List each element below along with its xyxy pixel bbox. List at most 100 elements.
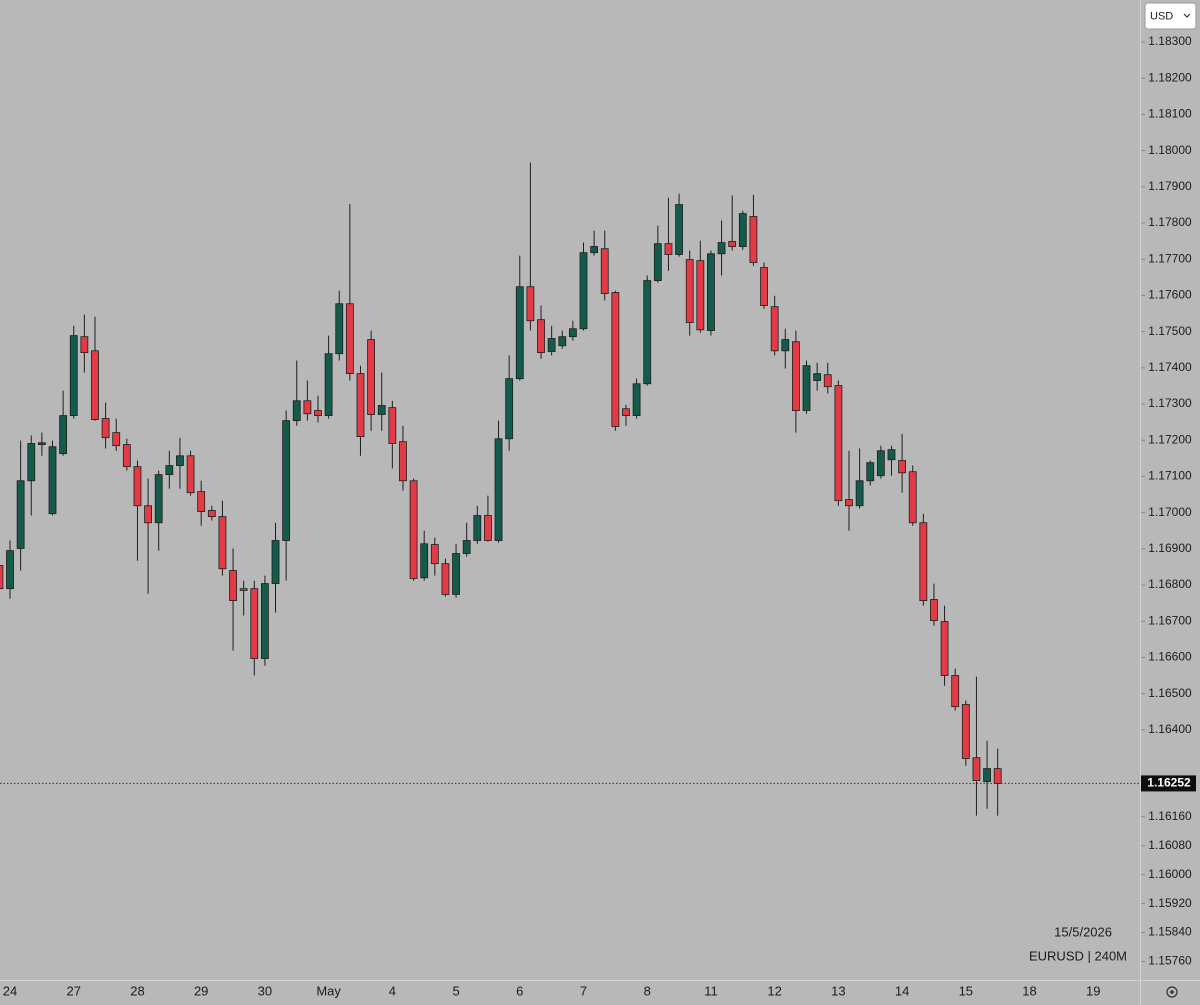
- candle-body: [133, 466, 142, 507]
- plot-area: [0, 162, 1140, 816]
- candle-body: [685, 259, 694, 323]
- candle-body: [292, 400, 301, 422]
- settings-icon-center[interactable]: [1170, 990, 1174, 994]
- y-tick-label: 1.16700: [1148, 613, 1192, 627]
- y-tick-label: 1.15840: [1148, 925, 1192, 939]
- settings-button[interactable]: [1166, 986, 1178, 998]
- candle-body: [983, 768, 991, 783]
- candle-body: [568, 328, 577, 338]
- x-tick-label: 8: [644, 983, 651, 998]
- candle-body: [951, 675, 960, 708]
- candle-body: [515, 286, 524, 380]
- x-tick-label: 15: [959, 983, 973, 998]
- candle-body: [845, 499, 853, 507]
- y-tick-label: 1.18000: [1148, 143, 1192, 157]
- candle-body: [590, 246, 599, 254]
- last-price-label: 1.16252: [1147, 776, 1191, 790]
- candle-body: [696, 260, 705, 331]
- candle-body: [165, 465, 174, 476]
- candle-body: [898, 460, 906, 474]
- candle-body: [282, 420, 291, 541]
- candle-body: [260, 583, 269, 659]
- currency-selector[interactable]: USD: [1144, 2, 1197, 30]
- candle-body: [813, 373, 822, 381]
- y-tick-label: 1.16800: [1148, 577, 1192, 591]
- candle-body: [335, 303, 344, 355]
- x-tick-label: May: [316, 983, 341, 998]
- candle-body: [760, 267, 768, 306]
- y-tick-label: 1.15760: [1148, 954, 1192, 968]
- candle-body: [101, 418, 110, 439]
- candle-body: [473, 515, 482, 541]
- x-tick-label: 11: [704, 983, 718, 998]
- candle-body: [144, 505, 152, 524]
- last-price-box: [1141, 775, 1196, 792]
- y-tick-label: 1.17900: [1148, 179, 1192, 193]
- x-tick-label: 14: [895, 983, 909, 998]
- candle-body: [749, 216, 758, 263]
- candle-body: [930, 599, 938, 621]
- candle-body: [802, 365, 811, 411]
- candle-body: [834, 385, 843, 502]
- candle-body: [707, 253, 715, 331]
- x-tick-label: 28: [130, 983, 144, 998]
- candle-body: [345, 303, 354, 375]
- candle-body: [176, 455, 184, 466]
- candle-body: [972, 757, 981, 781]
- candle-body: [611, 292, 620, 427]
- y-tick-label: 1.17800: [1148, 215, 1192, 229]
- candle-body: [377, 405, 386, 415]
- candle-body: [112, 432, 121, 447]
- currency-label[interactable]: USD: [1150, 10, 1173, 22]
- candle-body: [197, 491, 206, 512]
- axes: 1.18300 1.18200 1.18100 1.18000 1.17900 1.178…: [3, 34, 1196, 998]
- candle-body: [59, 415, 68, 455]
- symbol-label: EURUSD | 240M: [1029, 948, 1127, 963]
- candle-body: [579, 252, 588, 330]
- y-tick-label: 1.16160: [1148, 809, 1192, 823]
- candle-body: [632, 383, 641, 417]
- candle-body: [69, 335, 78, 417]
- y-tick-label: 1.17500: [1148, 324, 1192, 338]
- y-tick-label: 1.18300: [1148, 34, 1192, 48]
- candle-body: [314, 410, 322, 417]
- candle-body: [27, 443, 36, 482]
- candle-body: [600, 248, 609, 295]
- candle-body: [855, 480, 864, 507]
- y-tick-label: 1.16600: [1148, 650, 1192, 664]
- candle-body: [154, 474, 163, 524]
- currency-button[interactable]: [1144, 2, 1197, 30]
- y-tick-label: 1.17300: [1148, 396, 1192, 410]
- candle-body: [16, 480, 25, 549]
- candle-body: [547, 338, 556, 352]
- candle-body: [207, 510, 216, 518]
- x-tick-label: 24: [3, 983, 17, 998]
- candle-body: [441, 563, 450, 595]
- candle-body: [643, 280, 652, 385]
- date-label: 15/5/2026: [1054, 924, 1112, 939]
- y-tick-label: 1.17700: [1148, 251, 1192, 265]
- candle-body: [229, 570, 237, 601]
- candle-body: [420, 543, 429, 579]
- candle-body: [239, 588, 248, 591]
- candle-body: [919, 522, 928, 601]
- candle-body: [91, 350, 99, 420]
- candle-body: [494, 438, 503, 541]
- y-tick-label: 1.17600: [1148, 288, 1192, 302]
- settings-icon[interactable]: [1166, 986, 1178, 998]
- y-tick-label: 1.16500: [1148, 686, 1192, 700]
- dropdown-chevron[interactable]: [1183, 13, 1191, 18]
- candle-body: [908, 471, 917, 524]
- x-tick-label: 6: [516, 983, 523, 998]
- candle-body: [526, 286, 535, 322]
- candle-body: [388, 407, 397, 444]
- candle-body: [48, 446, 57, 515]
- y-tick-label: 1.17100: [1148, 469, 1192, 483]
- candle-body: [409, 480, 418, 579]
- candle-body: [728, 241, 737, 247]
- candle-body: [430, 544, 439, 565]
- candle-body: [356, 373, 365, 438]
- x-tick-label: 19: [1086, 983, 1100, 998]
